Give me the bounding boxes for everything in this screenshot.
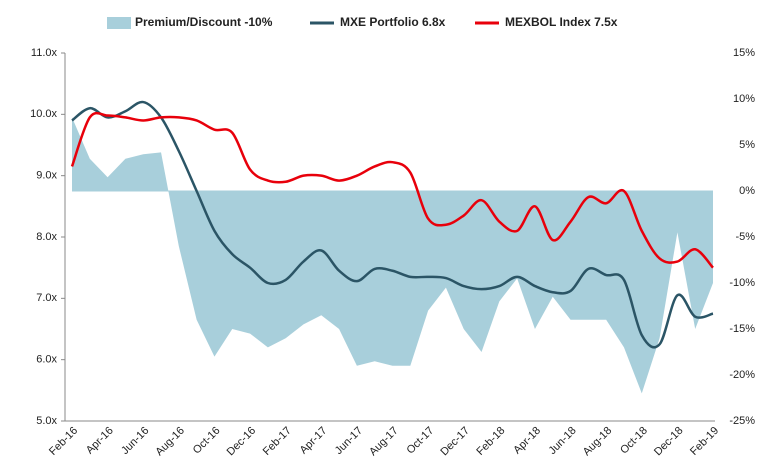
x-tick-label: Apr-18 (511, 425, 543, 457)
x-tick-label: Dec-17 (438, 425, 472, 459)
x-tick-label: Feb-16 (47, 425, 80, 458)
y-tick-label: 5.0x (36, 415, 57, 427)
legend-swatch (107, 17, 131, 29)
line (70, 111, 714, 269)
y2-tick-label: 5% (739, 139, 755, 151)
x-tick-label: Jun-17 (333, 425, 365, 457)
x-tick-label: Feb-18 (474, 425, 507, 458)
legend: Premium/Discount -10% MXE Portfolio 6.8x M… (107, 15, 618, 29)
x-tick-label: Apr-17 (298, 425, 330, 457)
y2-tick-label: -15% (729, 323, 755, 335)
x-tick-label: Jun-18 (546, 425, 578, 457)
x-tick-label: Oct-17 (404, 425, 436, 457)
area (72, 117, 713, 394)
line (71, 100, 714, 349)
legend-label: MXE Portfolio 6.8x (340, 15, 446, 29)
x-tick-label: Oct-18 (618, 425, 650, 457)
x-tick-label: Jun-16 (119, 425, 151, 457)
x-tick-label: Aug-16 (153, 425, 187, 459)
y-tick-label: 11.0x (31, 47, 58, 59)
x-tick-label: Feb-17 (261, 425, 294, 458)
x-tick-label: Oct-16 (191, 425, 223, 457)
x-tick-label: Dec-16 (225, 425, 259, 459)
y2-tick-label: -5% (735, 231, 755, 243)
legend-label: Premium/Discount -10% (135, 15, 273, 29)
x-tick-label: Aug-17 (367, 425, 401, 459)
y-tick-label: 7.0x (36, 292, 57, 304)
legend-label: MEXBOL Index 7.5x (505, 15, 618, 29)
x-tick-label: Dec-18 (652, 425, 686, 459)
y2-tick-label: -10% (729, 277, 755, 289)
y2-tick-label: 15% (733, 47, 755, 59)
x-tick-label: Apr-16 (84, 425, 116, 457)
y-tick-label: 10.0x (30, 108, 57, 120)
x-tick-label: Feb-19 (688, 425, 721, 458)
y-tick-label: 8.0x (36, 231, 57, 243)
y-tick-label: 6.0x (36, 354, 57, 366)
y2-tick-label: 10% (733, 93, 755, 105)
y2-tick-label: 0% (739, 185, 755, 197)
y-tick-label: 9.0x (36, 170, 57, 182)
x-tick-label: Aug-18 (581, 425, 615, 459)
y2-tick-label: -20% (729, 369, 755, 381)
y2-tick-label: -25% (729, 415, 755, 427)
